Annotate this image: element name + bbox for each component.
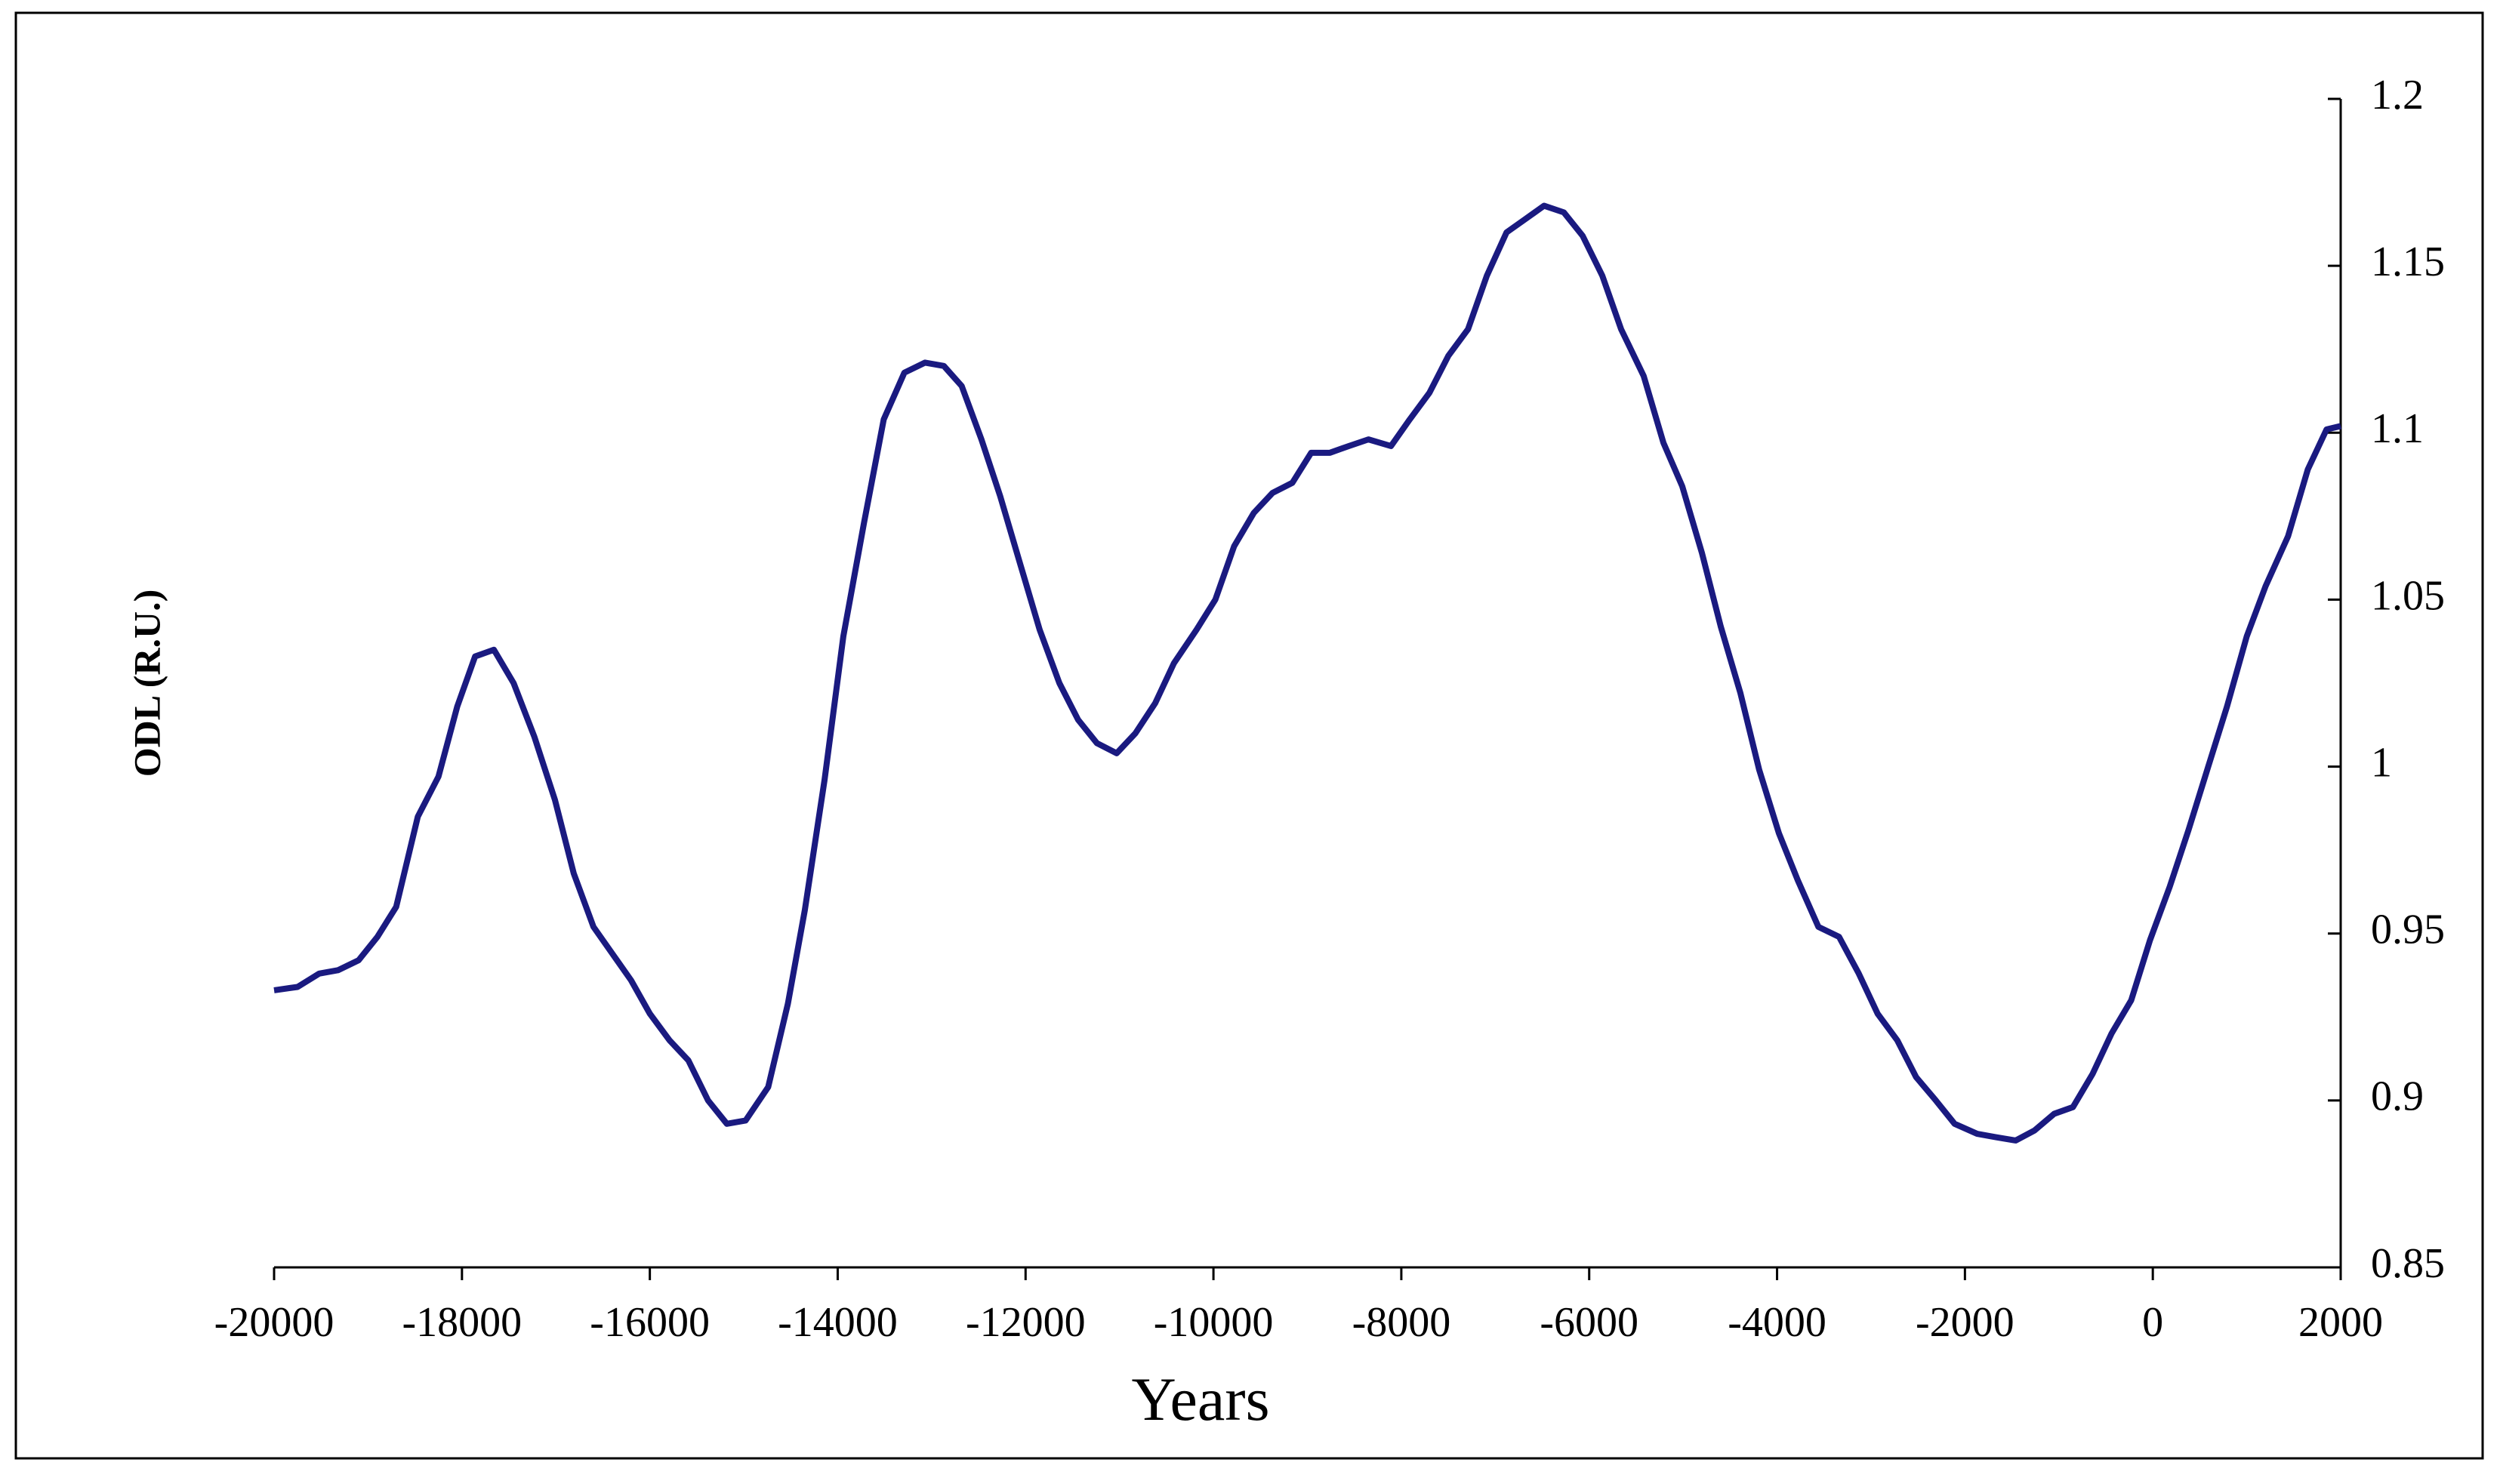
x-tick-label: -4000 — [1728, 1299, 1826, 1346]
y-tick-label: 0.85 — [2371, 1240, 2445, 1287]
y-tick-label: 1.15 — [2371, 239, 2445, 285]
x-tick-label: -6000 — [1540, 1299, 1638, 1346]
x-tick-label: 0 — [2142, 1299, 2163, 1346]
x-tick-label: -20000 — [214, 1299, 334, 1346]
x-tick-label: 2000 — [2298, 1299, 2383, 1346]
y-tick-label: 1.1 — [2371, 405, 2424, 452]
x-tick-label: -14000 — [778, 1299, 898, 1346]
x-axis-label: Years — [1131, 1365, 1269, 1433]
x-tick-label: -10000 — [1154, 1299, 1274, 1346]
x-tick-label: -18000 — [402, 1299, 522, 1346]
y-tick-label: 1 — [2371, 739, 2392, 786]
y-tick-label: 1.05 — [2371, 572, 2445, 619]
x-tick-label: -12000 — [966, 1299, 1086, 1346]
x-tick-label: -16000 — [590, 1299, 710, 1346]
data-line — [273, 202, 2341, 1144]
x-tick-label: -8000 — [1352, 1299, 1451, 1346]
x-tick-label: -2000 — [1916, 1299, 2014, 1346]
y-axis-label: ODL (R.U.) — [125, 590, 168, 777]
y-tick-label: 0.95 — [2371, 907, 2445, 953]
y-tick-label: 0.9 — [2371, 1073, 2424, 1120]
chart-border — [14, 11, 2484, 1460]
y-tick-label: 1.2 — [2371, 72, 2424, 119]
